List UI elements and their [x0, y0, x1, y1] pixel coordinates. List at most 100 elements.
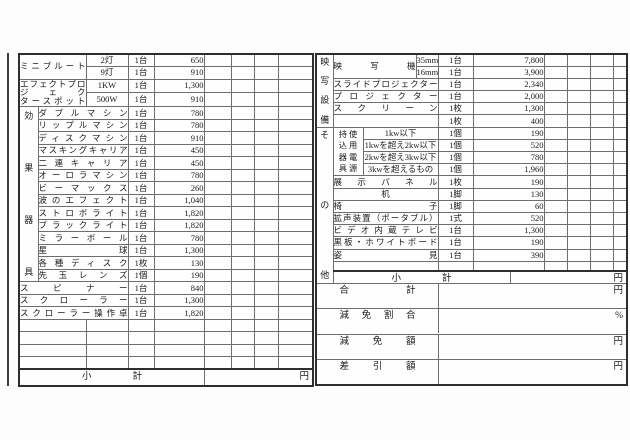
- blank-spec-cell: [85, 318, 129, 333]
- blank-fill-cell: [612, 138, 628, 153]
- blank-fill-cell: [612, 150, 628, 165]
- item-row: その他持込器具使用電源 1kw以下 1個 190: [315, 126, 628, 285]
- blank-fill-cell: [277, 131, 314, 145]
- blank-fill-cell: [566, 260, 591, 272]
- item-row: 展示パネル 1枚 190: [316, 175, 628, 189]
- section-label-cell: その他: [315, 126, 334, 285]
- blank-fill-cell: [253, 118, 279, 133]
- item-row: マスキングキャリア 1台 450: [19, 143, 314, 158]
- item-price-cell: 260: [153, 181, 205, 195]
- blank-fill-cell: [543, 224, 568, 238]
- item-name-cell: 映写機: [332, 53, 417, 79]
- total-label: 減免額: [317, 335, 438, 358]
- blank-fill-cell: [589, 102, 614, 116]
- item-qty-cell: 1個: [437, 126, 474, 140]
- item-price-cell: 780: [472, 150, 545, 165]
- item-price-cell: 780: [153, 106, 205, 120]
- blank-fill-cell: [566, 187, 591, 201]
- blank-fill-cell: [203, 293, 232, 308]
- total-label-text: 差引額: [339, 361, 416, 372]
- item-row: 姿見 1台 390: [316, 248, 628, 262]
- blank-fill-cell: [566, 199, 591, 213]
- item-name-cell: エフェクトプロジェク タースポット: [18, 78, 87, 108]
- blank-fill-cell: [589, 114, 614, 128]
- section-label-other: その他: [320, 130, 330, 281]
- item-row: 波のエフェクト 1台 1,040: [19, 193, 314, 208]
- blank-fill-cell: [277, 78, 314, 94]
- blank-fill-cell: [253, 243, 279, 258]
- blank-fill-cell: [566, 126, 591, 140]
- total-label: 合計: [317, 285, 438, 308]
- item-price-cell: 190: [472, 175, 545, 189]
- blank-fill-cell: [253, 143, 279, 158]
- blank-fill-cell: [277, 118, 314, 133]
- blank-fill-cell: [566, 102, 591, 116]
- item-price-cell: 1,820: [153, 306, 205, 320]
- item-price-cell: 450: [153, 156, 205, 170]
- item-row: 机 1脚 130: [316, 187, 628, 201]
- item-row: オーロラマシン 1台 780: [19, 168, 314, 183]
- blank-fill-cell: [543, 90, 568, 104]
- blank-fill-cell: [203, 66, 232, 80]
- blank-fill-cell: [230, 156, 255, 170]
- blank-qty-cell: [127, 356, 155, 370]
- blank-fill-cell: [589, 126, 614, 140]
- power-tier-cell: 1kwを超え2kw以下: [362, 138, 439, 153]
- blank-fill-cell: [253, 268, 279, 283]
- item-qty-cell: 1脚: [437, 199, 474, 213]
- blank-fill-cell: [589, 199, 614, 213]
- blank-fill-cell: [230, 256, 255, 270]
- blank-fill-cell: [612, 163, 628, 177]
- blank-fill-cell: [230, 281, 255, 295]
- item-row: 効果器具ダブルマシン 1台 780: [18, 106, 314, 283]
- blank-fill-cell: [543, 187, 568, 201]
- item-price-cell: 3,900: [472, 65, 545, 79]
- item-name-cell: [332, 114, 439, 128]
- blank-fill-cell: [277, 268, 314, 283]
- blank-fill-cell: [543, 138, 568, 153]
- item-name-cell: ダブルマシン: [37, 106, 129, 120]
- blank-fill-cell: [230, 243, 255, 258]
- blank-spec-cell: [85, 356, 129, 370]
- blank-qty-cell: [127, 331, 155, 345]
- item-price-cell: 390: [472, 248, 545, 262]
- blank-name-cell: [332, 260, 439, 272]
- item-row: 映写設備映写機 35mm 1台 7,800: [315, 53, 628, 128]
- blank-fill-cell: [230, 293, 255, 308]
- subtotal-row: 小計 円: [316, 270, 628, 285]
- blank-row: [18, 356, 314, 370]
- blank-fill-cell: [230, 131, 255, 145]
- blank-fill-cell: [230, 181, 255, 195]
- item-qty-cell: 1台: [127, 306, 155, 320]
- item-price-cell: 400: [472, 114, 545, 128]
- item-price-cell: 2,340: [472, 77, 545, 92]
- item-spec-cell: 35mm: [415, 53, 439, 67]
- item-price-cell: 650: [153, 53, 205, 67]
- blank-price-cell: [472, 260, 545, 272]
- blank-fill-cell: [543, 53, 568, 67]
- blank-fill-cell: [253, 78, 279, 94]
- blank-fill-cell: [253, 193, 279, 208]
- blank-fill-cell: [612, 248, 628, 262]
- blank-fill-cell: [203, 281, 232, 295]
- blank-fill-cell: [203, 306, 232, 320]
- blank-fill-cell: [612, 236, 628, 250]
- blank-row: [18, 318, 314, 333]
- item-row: ストロボライト 1台 1,820: [19, 206, 314, 220]
- blank-fill-cell: [253, 168, 279, 183]
- blank-spec-cell: [85, 343, 129, 358]
- item-row: ディスクマシン 1台 910: [19, 131, 314, 145]
- item-name-cell: マスキングキャリア: [37, 143, 129, 158]
- blank-fill-cell: [253, 53, 279, 67]
- item-price-cell: 1,300: [472, 102, 545, 116]
- section-label-cell: 映写設備: [315, 53, 334, 128]
- item-qty-cell: 1台: [437, 248, 474, 262]
- item-name-cell: ディスクマシン: [37, 131, 129, 145]
- blank-fill-cell: [253, 66, 279, 80]
- item-row: スクローラー操作卓 1台 1,820: [18, 306, 314, 320]
- total-label: 減免割合: [317, 310, 438, 333]
- item-spec-cell: 9灯: [85, 66, 129, 80]
- total-label: 小計: [20, 371, 204, 385]
- item-row: 拡声装置（ポータブル） 1式 520: [316, 211, 628, 226]
